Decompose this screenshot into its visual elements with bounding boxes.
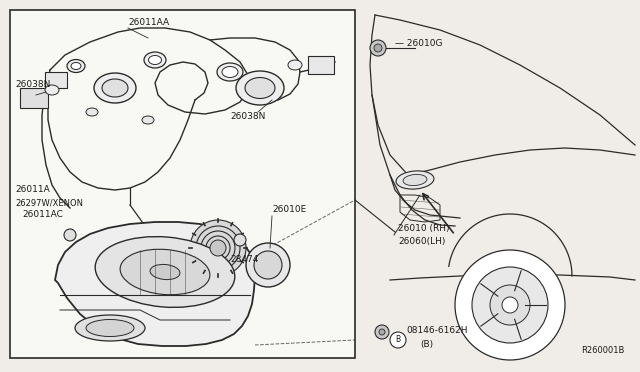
Ellipse shape [75,315,145,341]
Circle shape [254,251,282,279]
Ellipse shape [222,67,238,77]
Circle shape [370,40,386,56]
Text: 26038N: 26038N [15,80,51,89]
Text: (B): (B) [420,340,433,349]
Ellipse shape [288,60,302,70]
Circle shape [206,236,230,260]
Ellipse shape [86,320,134,337]
Text: 26038N: 26038N [230,112,266,121]
Text: 26011A: 26011A [15,185,50,194]
Text: R260001B: R260001B [582,346,625,355]
Ellipse shape [86,108,98,116]
Circle shape [390,332,406,348]
Circle shape [64,229,76,241]
Ellipse shape [144,52,166,68]
Text: 28474: 28474 [230,255,259,264]
Text: 26011AA: 26011AA [128,18,169,27]
Bar [45,72,67,88]
Ellipse shape [45,85,59,95]
Polygon shape [55,222,255,346]
Text: 26011AC: 26011AC [22,210,63,219]
Circle shape [490,285,530,325]
Text: — 26010G: — 26010G [395,38,442,48]
Text: 26010 (RH): 26010 (RH) [398,224,449,233]
Text: 08146-6162H: 08146-6162H [406,326,467,335]
Circle shape [374,44,382,52]
Circle shape [234,234,246,246]
Ellipse shape [67,60,85,73]
Ellipse shape [120,249,210,295]
Ellipse shape [94,73,136,103]
Circle shape [246,243,290,287]
Ellipse shape [148,55,161,64]
Ellipse shape [245,77,275,99]
Circle shape [472,267,548,343]
Ellipse shape [71,62,81,70]
Ellipse shape [396,171,434,189]
Circle shape [201,231,235,265]
Circle shape [196,226,240,270]
Bar [20,88,48,108]
Text: 26010E: 26010E [272,205,307,214]
Text: 26060(LH): 26060(LH) [398,237,445,246]
Circle shape [190,220,246,276]
Circle shape [375,325,389,339]
Ellipse shape [217,63,243,81]
Bar [10,10,355,358]
Ellipse shape [150,264,180,280]
Ellipse shape [403,174,427,186]
Text: B: B [396,336,401,344]
Circle shape [210,240,226,256]
Circle shape [502,297,518,313]
Bar [308,56,334,74]
Circle shape [455,250,565,360]
Ellipse shape [102,79,128,97]
Ellipse shape [142,116,154,124]
Ellipse shape [236,71,284,105]
Text: 26297W/XENON: 26297W/XENON [15,198,83,207]
Ellipse shape [95,237,235,307]
Circle shape [379,329,385,335]
